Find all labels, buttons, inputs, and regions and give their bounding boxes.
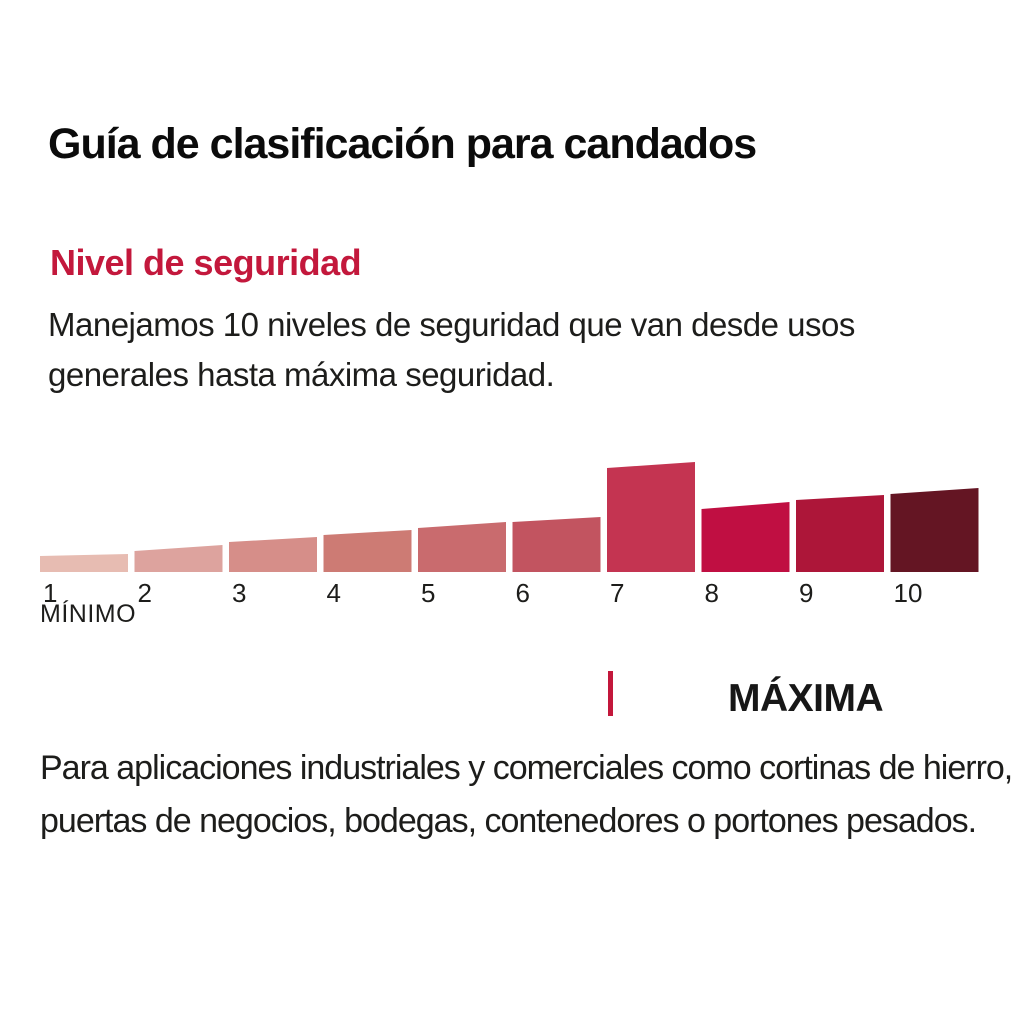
level-bar-1 (40, 554, 128, 572)
level-tick-2: 2 (138, 578, 152, 608)
level-tick-3: 3 (232, 578, 246, 608)
security-level-chart: 1 2 3 4 5 6 7 8 9 10 (40, 462, 979, 608)
level-bar-3 (229, 537, 317, 572)
level-tick-1: 1 (43, 578, 57, 608)
level-tick-9: 9 (799, 578, 813, 608)
level-tick-8: 8 (705, 578, 719, 608)
level-tick-6: 6 (516, 578, 530, 608)
level-tick-10: 10 (894, 578, 923, 608)
maximum-scale-label: MÁXIMA (728, 677, 884, 720)
level-bar-7 (607, 462, 695, 572)
level-indicator-line (608, 671, 613, 716)
page-title: Guía de clasificación para candados (48, 120, 757, 168)
applications-paragraph: Para aplicaciones industriales y comerci… (40, 749, 1013, 840)
level-bar-8 (701, 502, 790, 572)
security-level-description: Manejamos 10 niveles de seguridad que va… (48, 306, 855, 393)
level-bar-5 (418, 522, 506, 572)
level-tick-7: 7 (610, 578, 624, 608)
minimum-scale-label: MÍNIMO (40, 600, 137, 628)
level-bar-2 (134, 545, 223, 572)
level-bar-9 (796, 495, 884, 572)
level-tick-4: 4 (327, 578, 341, 608)
security-level-heading: Nivel de seguridad (50, 242, 362, 283)
level-tick-5: 5 (421, 578, 435, 608)
level-bar-4 (323, 530, 412, 572)
level-bar-6 (512, 517, 601, 572)
level-bar-10 (890, 488, 979, 572)
